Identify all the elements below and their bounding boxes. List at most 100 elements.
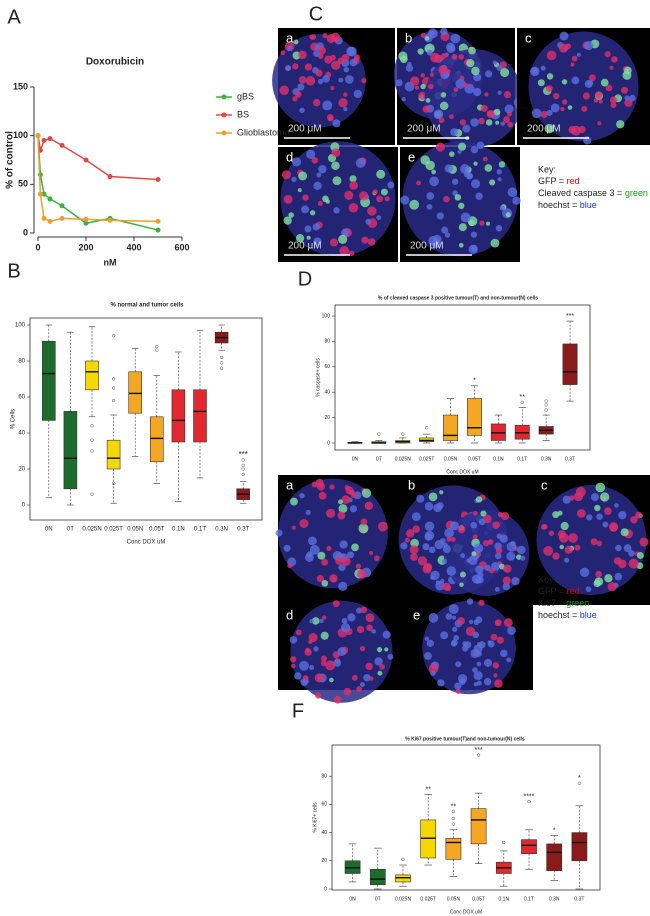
cell — [304, 63, 313, 71]
cell — [430, 570, 440, 581]
outlier — [155, 344, 159, 349]
point — [107, 174, 113, 180]
cell — [313, 50, 320, 57]
tile-label: d — [286, 607, 293, 622]
cell — [337, 511, 346, 520]
cell — [297, 83, 305, 91]
cell — [305, 75, 316, 86]
cell — [616, 120, 625, 129]
cell — [484, 92, 489, 97]
cell — [426, 192, 435, 200]
y-tick-label: 20 — [18, 467, 25, 473]
cell — [359, 646, 366, 652]
cell — [326, 508, 336, 518]
legend-label: Glioblastoma — [237, 127, 290, 137]
tile-label: e — [413, 607, 420, 622]
cell — [446, 536, 452, 542]
cell — [442, 582, 451, 591]
cell — [453, 87, 459, 93]
cell — [458, 202, 465, 210]
cell — [507, 111, 512, 117]
cell — [431, 169, 437, 175]
cell — [376, 195, 383, 203]
cell — [341, 495, 351, 504]
cell — [520, 555, 526, 561]
cell — [319, 618, 324, 624]
spheroid — [278, 478, 388, 589]
cell — [417, 556, 428, 566]
x-tick-label: 0N — [352, 456, 359, 462]
outlier — [111, 398, 116, 403]
cell — [609, 524, 618, 532]
box — [420, 819, 437, 859]
cell — [600, 492, 610, 502]
tile-label: b — [408, 477, 415, 492]
cell — [424, 521, 435, 532]
x-tick-label: 0.3N — [215, 527, 228, 533]
cell — [571, 55, 578, 62]
panel-label: C — [309, 3, 323, 25]
cell — [590, 493, 600, 502]
cell — [432, 234, 442, 244]
cell — [304, 553, 314, 562]
cell — [338, 234, 348, 244]
cell — [594, 504, 601, 512]
cell — [458, 223, 467, 232]
cell — [377, 670, 383, 676]
cell — [574, 544, 581, 551]
cell — [596, 513, 603, 520]
box — [395, 874, 411, 883]
cell — [483, 678, 492, 686]
cell — [422, 543, 430, 551]
cell — [420, 83, 426, 90]
cell — [540, 65, 546, 71]
cell — [611, 56, 618, 63]
cell — [382, 630, 391, 639]
cell — [340, 623, 351, 633]
cell — [420, 32, 427, 38]
cell — [346, 46, 357, 57]
cell — [433, 503, 442, 513]
cell — [471, 179, 481, 189]
cell — [365, 218, 372, 225]
cell — [426, 203, 433, 210]
cell — [564, 557, 570, 563]
cell — [428, 613, 439, 623]
cell — [289, 636, 298, 644]
cell — [343, 687, 352, 696]
x-tick-label: 0.3T — [565, 456, 575, 462]
cell — [587, 80, 594, 86]
cell — [581, 105, 588, 112]
cell — [605, 84, 613, 92]
cell — [329, 238, 338, 247]
cell — [320, 655, 328, 662]
x-tick-label: 0.1N — [499, 896, 510, 902]
y-tick-label: 60 — [324, 364, 330, 370]
outlier — [219, 355, 224, 360]
scale-label: 200 μM — [288, 124, 322, 135]
point — [41, 191, 47, 197]
cell — [286, 45, 293, 51]
cell — [345, 75, 354, 84]
key-label: hoechst = — [538, 200, 580, 210]
outlier — [577, 781, 582, 785]
cell — [361, 78, 367, 84]
cell — [418, 91, 427, 100]
cell — [387, 653, 394, 660]
cell — [279, 85, 289, 96]
cell — [371, 629, 376, 634]
significance: * — [553, 827, 556, 834]
cell — [595, 482, 606, 493]
cell — [458, 242, 464, 248]
outlier — [219, 366, 224, 370]
cell — [412, 525, 420, 533]
key-stain: green — [566, 598, 589, 608]
cell — [506, 541, 517, 552]
point — [41, 215, 47, 221]
cell — [457, 149, 462, 154]
cell — [308, 632, 318, 643]
cell — [305, 509, 311, 515]
key-stain: blue — [580, 200, 597, 210]
cell — [629, 94, 636, 102]
box — [470, 808, 487, 845]
